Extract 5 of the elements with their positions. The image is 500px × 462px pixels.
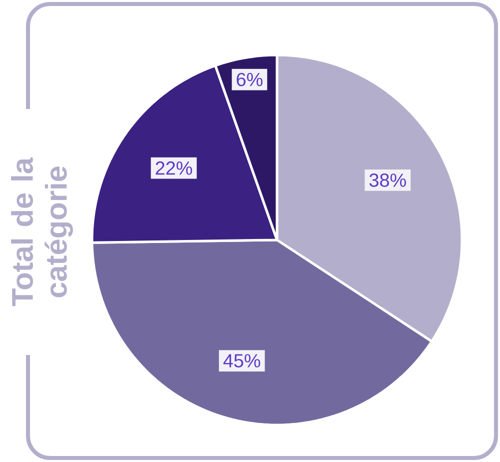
- data-label: 6%: [236, 72, 262, 86]
- data-label: 22%: [156, 161, 192, 175]
- text: Total de la catégorie: [11, 157, 73, 306]
- data-label: 45%: [223, 354, 260, 368]
- data-label: 38%: [369, 173, 406, 187]
